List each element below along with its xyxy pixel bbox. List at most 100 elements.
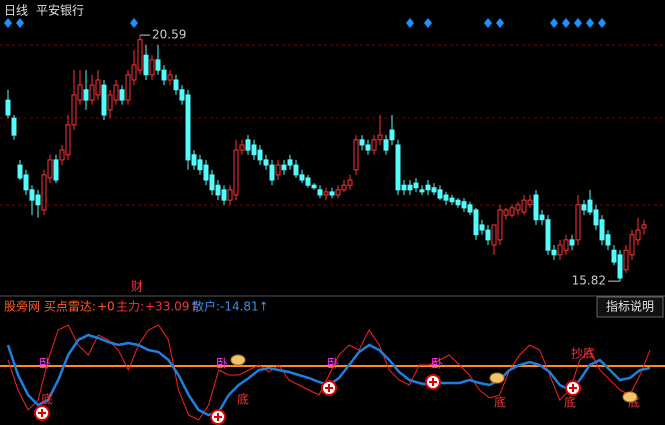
candle-body bbox=[629, 234, 635, 256]
candle-body bbox=[431, 187, 437, 193]
candle-body bbox=[155, 59, 161, 71]
candle-body bbox=[551, 249, 557, 256]
candle-body bbox=[401, 184, 407, 191]
candle-body bbox=[23, 174, 29, 191]
candle-body bbox=[269, 164, 275, 181]
candle-body bbox=[221, 189, 227, 201]
stock-name: 平安银行 bbox=[36, 3, 84, 18]
button-label[interactable]: 指标说明 bbox=[606, 299, 654, 314]
candle-body bbox=[383, 139, 389, 151]
candle-body bbox=[293, 164, 299, 176]
candle-body bbox=[509, 207, 515, 216]
ingot-icon bbox=[230, 354, 246, 366]
candle-body bbox=[173, 79, 179, 91]
candle-body bbox=[437, 189, 443, 199]
candle-body bbox=[107, 94, 113, 111]
candle-body bbox=[59, 149, 65, 161]
candle-body bbox=[569, 239, 575, 246]
candle-body bbox=[419, 189, 425, 193]
candle-body bbox=[359, 139, 365, 146]
help-button[interactable]: 指标说明 bbox=[596, 296, 664, 318]
candle-body bbox=[203, 164, 209, 181]
candle-body bbox=[245, 139, 251, 151]
signal-label: 底 bbox=[41, 392, 53, 407]
legend-value: +33.09↑ bbox=[145, 300, 199, 314]
signal-diamond bbox=[16, 18, 24, 28]
candle-body bbox=[65, 124, 71, 156]
candle-body bbox=[455, 199, 461, 206]
candle-body bbox=[101, 84, 107, 116]
note: 财 bbox=[131, 280, 143, 294]
candle-body bbox=[473, 209, 479, 236]
candle-body bbox=[527, 199, 533, 206]
signal-diamond bbox=[484, 18, 492, 28]
candle-body bbox=[161, 69, 167, 81]
candle-body bbox=[53, 159, 59, 181]
signal-diamond bbox=[424, 18, 432, 28]
candle-body bbox=[311, 184, 317, 189]
signal-label: 底 bbox=[564, 395, 576, 410]
candle-body bbox=[89, 84, 95, 101]
candle-body bbox=[149, 59, 155, 76]
signal-diamond bbox=[574, 18, 582, 28]
candle-body bbox=[251, 144, 257, 156]
candle-body bbox=[5, 99, 11, 116]
candle-body bbox=[77, 84, 83, 101]
candle-body bbox=[503, 209, 509, 216]
signal-label: 卧 bbox=[216, 357, 228, 371]
ingot-icon bbox=[622, 391, 638, 403]
candle-body bbox=[275, 164, 281, 176]
candle-body bbox=[227, 189, 233, 201]
candle-body bbox=[209, 174, 215, 191]
candle-body bbox=[515, 204, 521, 211]
period: 日线 bbox=[4, 4, 28, 18]
candle-body bbox=[17, 164, 23, 179]
candle-body bbox=[443, 194, 449, 201]
candle-body bbox=[305, 177, 311, 186]
legend-name: 主力: bbox=[116, 300, 144, 314]
candle-body bbox=[335, 189, 341, 196]
candle-body bbox=[233, 149, 239, 196]
signal-diamond bbox=[562, 18, 570, 28]
signal-label: 卧 bbox=[327, 357, 339, 371]
indicator-line bbox=[7, 324, 651, 421]
candle-body bbox=[587, 199, 593, 213]
candle-body bbox=[467, 204, 473, 213]
signal-label: 卧 bbox=[39, 357, 51, 371]
candle-body bbox=[449, 197, 455, 203]
signal-label: 底 bbox=[237, 392, 249, 407]
candle-body bbox=[581, 204, 587, 211]
candle-body bbox=[575, 204, 581, 241]
candle-body bbox=[605, 234, 611, 246]
candle-body bbox=[11, 117, 17, 136]
signal-icons bbox=[34, 354, 638, 425]
candle-body bbox=[281, 164, 287, 171]
candle-body bbox=[317, 189, 323, 196]
candle-body bbox=[287, 159, 293, 166]
buy-icon bbox=[565, 380, 581, 396]
candle-body bbox=[131, 64, 137, 81]
candle-body bbox=[29, 189, 35, 201]
buy-icon bbox=[210, 409, 226, 425]
candle-body bbox=[635, 229, 641, 241]
candle-body bbox=[257, 149, 263, 161]
candle-body bbox=[113, 84, 119, 101]
candle-body bbox=[185, 94, 191, 161]
candle-body bbox=[611, 249, 617, 263]
indicator-value: +0 bbox=[97, 300, 115, 314]
signal-diamond bbox=[550, 18, 558, 28]
signal-label: 卧 bbox=[431, 357, 443, 371]
candle-body bbox=[377, 134, 383, 141]
signal-diamond bbox=[496, 18, 504, 28]
candle-body bbox=[143, 54, 149, 76]
candle-body bbox=[623, 249, 629, 271]
candle-body bbox=[197, 159, 203, 171]
candle-body bbox=[263, 159, 269, 166]
button-frame[interactable] bbox=[596, 296, 664, 318]
candle-body bbox=[83, 89, 89, 101]
candle-body bbox=[557, 244, 563, 256]
signal-diamond bbox=[130, 18, 138, 28]
candle-body bbox=[545, 219, 551, 251]
candle-body bbox=[35, 194, 41, 206]
